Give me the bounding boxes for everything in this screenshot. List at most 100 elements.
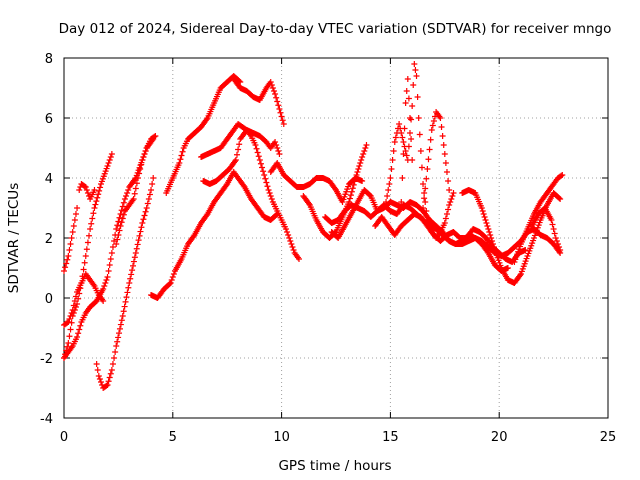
data-point	[362, 145, 369, 151]
data-point	[61, 268, 67, 274]
x-tick-label: 25	[600, 430, 617, 445]
data-point	[405, 95, 412, 102]
x-tick-label: 15	[382, 430, 399, 445]
data-point	[203, 116, 210, 123]
data-point	[423, 208, 430, 214]
data-point	[289, 244, 296, 250]
data-point	[439, 133, 446, 139]
data-point	[405, 143, 412, 150]
data-point	[168, 277, 175, 283]
data-point	[400, 139, 407, 145]
data-point	[257, 160, 264, 167]
data-point	[108, 151, 115, 157]
data-point	[240, 182, 247, 189]
y-tick-label: 2	[45, 232, 53, 247]
data-point	[96, 376, 103, 382]
data-point	[359, 178, 366, 184]
x-tick-label: 5	[169, 430, 177, 445]
data-point	[256, 157, 263, 163]
data-point	[482, 217, 489, 223]
data-point	[387, 175, 394, 181]
data-point	[280, 121, 287, 127]
data-point	[108, 367, 115, 373]
data-point	[81, 259, 88, 266]
data-point	[118, 317, 125, 324]
data-point	[125, 187, 132, 193]
data-point	[74, 334, 81, 340]
data-point	[414, 94, 421, 100]
data-point	[81, 183, 88, 190]
data-point	[124, 289, 131, 296]
data-point	[130, 262, 137, 269]
data-point	[556, 195, 563, 202]
data-point	[389, 157, 396, 163]
data-point	[551, 230, 558, 237]
data-point	[267, 79, 274, 85]
data-point	[92, 201, 99, 208]
data-point	[305, 200, 312, 207]
data-point	[108, 250, 115, 256]
data-point	[420, 205, 427, 211]
data-point	[408, 136, 415, 142]
data-point	[355, 166, 362, 172]
data-point	[445, 178, 452, 184]
data-point	[113, 226, 120, 232]
series-track-10	[198, 121, 303, 262]
data-point	[141, 212, 148, 219]
data-point	[285, 232, 292, 238]
data-point	[150, 175, 157, 181]
data-point	[105, 160, 112, 166]
data-point	[65, 253, 72, 259]
data-point	[384, 193, 391, 199]
data-point	[440, 142, 447, 148]
data-point	[91, 187, 98, 193]
data-point	[70, 302, 77, 309]
data-point	[278, 113, 285, 120]
data-point	[425, 156, 432, 163]
data-point	[406, 130, 413, 136]
data-point	[69, 307, 76, 313]
data-point	[72, 293, 79, 300]
data-point	[62, 264, 69, 271]
data-point	[115, 334, 122, 341]
data-point	[203, 212, 210, 219]
chart-title: Day 012 of 2024, Sidereal Day-to-day VTE…	[59, 21, 612, 37]
data-point	[232, 157, 239, 163]
data-point	[402, 100, 409, 106]
data-point	[479, 208, 486, 214]
data-point	[107, 154, 114, 160]
data-point	[139, 157, 146, 163]
data-point	[490, 244, 497, 250]
data-point	[517, 272, 524, 279]
data-point	[87, 226, 94, 232]
data-point	[84, 239, 91, 246]
data-point	[406, 115, 413, 121]
data-point	[552, 235, 559, 241]
data-point	[264, 183, 271, 190]
series-track-8	[148, 169, 281, 301]
data-point	[67, 313, 74, 319]
data-point	[421, 195, 428, 202]
data-point	[354, 169, 361, 175]
data-point	[274, 98, 281, 105]
y-tick-label: -4	[40, 412, 53, 427]
data-point	[422, 185, 429, 192]
series-track-11	[200, 127, 283, 187]
data-point	[391, 139, 398, 145]
data-point	[272, 91, 279, 97]
axis-ticks: 0 5 10 15 20 25 -4 -2 0 2 4 6 8	[40, 52, 616, 445]
data-point	[489, 241, 496, 247]
data-point	[349, 185, 356, 192]
data-point	[423, 175, 430, 182]
data-point	[70, 223, 77, 229]
data-point	[179, 148, 186, 155]
data-point	[167, 280, 174, 286]
data-point	[131, 254, 138, 261]
data-point	[119, 313, 126, 319]
data-point	[426, 146, 433, 153]
data-point	[286, 235, 293, 241]
data-point	[137, 228, 144, 235]
data-point	[427, 136, 434, 143]
data-point	[89, 215, 96, 222]
data-point	[360, 151, 367, 157]
